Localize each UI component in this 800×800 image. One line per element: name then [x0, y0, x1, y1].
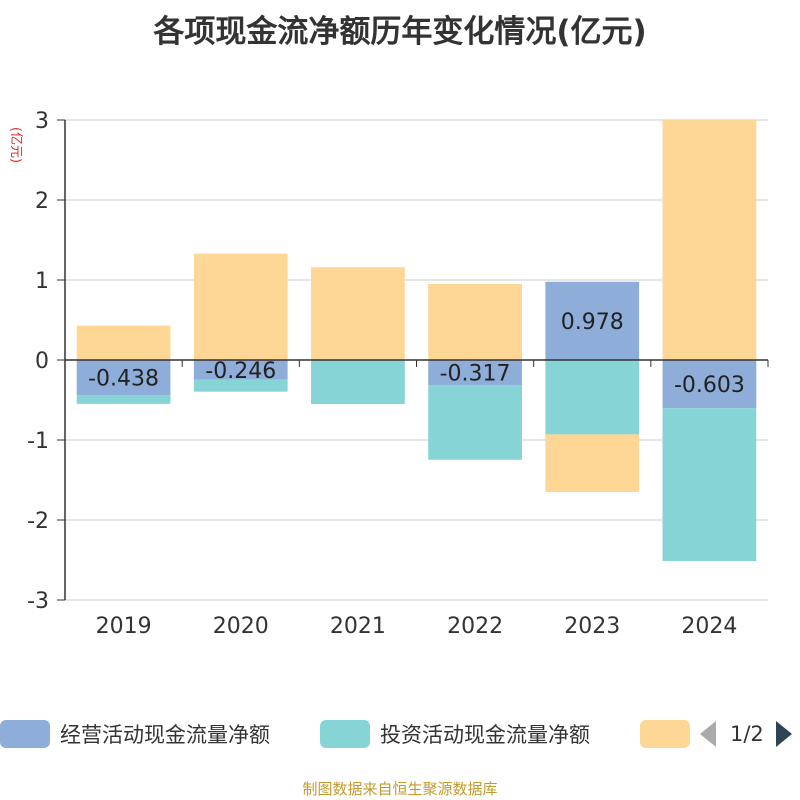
- bar-2019-series-1[interactable]: [76, 395, 171, 404]
- bar-2024-series-0[interactable]: [662, 360, 757, 409]
- y-tick-label: -2: [27, 509, 49, 534]
- y-tick-label: 1: [35, 269, 49, 294]
- bar-2022-series-2[interactable]: [428, 284, 522, 360]
- x-tick-label: 2020: [213, 614, 269, 639]
- tick-labels: 3 2 1 0 -1 -2 -3 2019 2020 2021 2022 2023 2024: [27, 109, 737, 639]
- x-tick-label: 2021: [330, 614, 386, 639]
- legend-prev-arrow-icon[interactable]: [700, 721, 716, 747]
- bar-2020-series-1[interactable]: [193, 379, 288, 392]
- y-tick-label: 3: [35, 109, 49, 134]
- legend-label-investing: 投资活动现金流量净额: [380, 723, 590, 747]
- bar-2023-series-1[interactable]: [545, 360, 640, 435]
- x-tick-label: 2024: [681, 614, 737, 639]
- bar-2020-series-2[interactable]: [193, 253, 288, 360]
- legend-next-arrow-icon[interactable]: [775, 721, 792, 747]
- legend-label-operating: 经营活动现金流量净额: [60, 723, 270, 747]
- legend-item-operating[interactable]: 经营活动现金流量净额: [0, 716, 270, 752]
- bar-2021-series-2[interactable]: [311, 267, 405, 360]
- bar-2023-series-0[interactable]: [545, 281, 640, 360]
- x-tick-label: 2019: [96, 614, 152, 639]
- bar-2020-series-0[interactable]: [193, 360, 288, 380]
- data-label: -0.438: [88, 367, 159, 392]
- bar-2022-series-0[interactable]: [428, 360, 522, 386]
- legend: 经营活动现金流量净额 投资活动现金流量净额: [0, 716, 800, 752]
- axes: [64, 120, 769, 600]
- data-label: -0.603: [674, 373, 745, 398]
- y-axis-label: (亿元): [8, 127, 23, 163]
- chart-title: 各项现金流净额历年变化情况(亿元): [153, 14, 647, 50]
- bar-2022-series-1[interactable]: [428, 385, 522, 460]
- data-label: 0.978: [561, 310, 624, 335]
- data-label: -0.246: [205, 359, 276, 384]
- data-labels: -0.438 -0.246 -0.317 0.978 -0.603: [88, 310, 745, 398]
- bar-group: [76, 120, 757, 562]
- x-tick-label: 2023: [564, 614, 620, 639]
- legend-pager: 1/2: [700, 716, 792, 752]
- legend-page-indicator: 1/2: [730, 722, 764, 746]
- grid-lines: [57, 119, 768, 601]
- bar-2019-series-0[interactable]: [76, 360, 171, 396]
- y-tick-label: -1: [27, 429, 49, 454]
- bar-2019-series-2[interactable]: [76, 325, 171, 360]
- legend-swatch-operating: [0, 720, 50, 748]
- y-tick-label: 0: [35, 349, 49, 374]
- x-tick-label: 2022: [447, 614, 503, 639]
- bar-2023-series-2[interactable]: [545, 434, 640, 492]
- legend-item-investing[interactable]: 投资活动现金流量净额: [320, 716, 590, 752]
- y-tick-label: -3: [27, 589, 49, 614]
- legend-item-financing[interactable]: [640, 716, 690, 752]
- data-label: -0.317: [440, 362, 511, 387]
- bar-2021-series-1[interactable]: [311, 360, 405, 404]
- source-footer: 制图数据来自恒生聚源数据库: [302, 780, 498, 798]
- bar-2024-series-1[interactable]: [662, 408, 757, 562]
- legend-swatch-investing: [320, 720, 370, 748]
- bar-2024-series-2[interactable]: [662, 120, 757, 360]
- y-tick-label: 2: [35, 189, 49, 214]
- legend-swatch-financing: [640, 720, 690, 748]
